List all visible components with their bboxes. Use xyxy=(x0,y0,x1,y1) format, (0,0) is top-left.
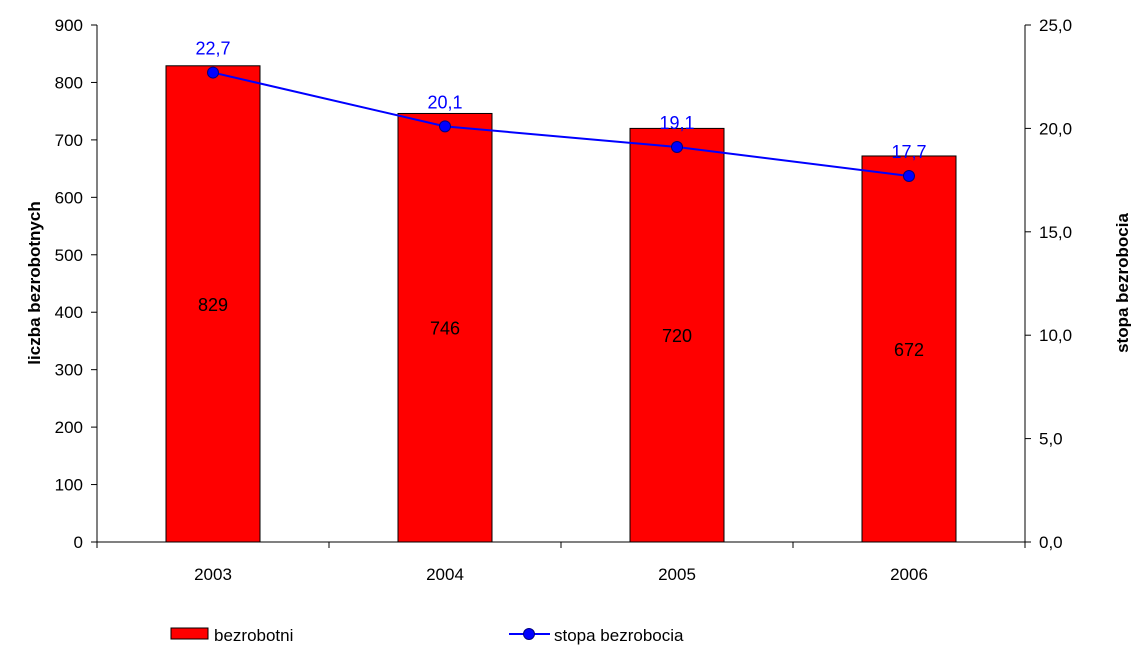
y-left-tick-label: 100 xyxy=(55,476,83,495)
legend-swatch-bezrobotni xyxy=(170,627,209,640)
y-left-tick-label: 300 xyxy=(55,361,83,380)
legend: bezrobotni stopa bezrobocia xyxy=(170,626,684,645)
x-tick-label-2005: 2005 xyxy=(658,565,696,584)
bar-2005 xyxy=(629,127,725,543)
stopa-value-label-2003: 22,7 xyxy=(195,39,230,59)
axes-layer: 0 100 200 300 400 500 600 700 800 900 0,0 5,0 10,0 15… xyxy=(55,16,1072,584)
y-left-tick-label: 900 xyxy=(55,16,83,35)
bar-value-label-2003: 829 xyxy=(198,295,228,315)
bars-layer: 829 746 720 672 xyxy=(165,65,957,543)
y-left-tick-label: 800 xyxy=(55,73,83,92)
bar-value-label-2004: 746 xyxy=(430,319,460,339)
x-tick-label-2006: 2006 xyxy=(890,565,928,584)
y-left-tick-label: 400 xyxy=(55,303,83,322)
y-left-axis-title: liczba bezrobotnych xyxy=(25,201,44,364)
y-right-tick-label: 0,0 xyxy=(1039,533,1063,552)
bar-2006 xyxy=(861,155,957,543)
line-layer: 22,7 20,1 19,1 17,7 xyxy=(195,39,927,182)
stopa-point-2005 xyxy=(671,141,683,154)
y-right-tick-label: 15,0 xyxy=(1039,223,1072,242)
y-right-tick-label: 25,0 xyxy=(1039,16,1072,35)
y-left-tick-label: 700 xyxy=(55,131,83,150)
y-right-tick-label: 5,0 xyxy=(1039,430,1063,449)
stopa-point-2004 xyxy=(439,120,451,133)
y-left-tick-label: 600 xyxy=(55,188,83,207)
stopa-point-2006 xyxy=(903,169,915,182)
bar-value-label-2006: 672 xyxy=(894,340,924,360)
bar-2003 xyxy=(165,65,261,543)
legend-label-bezrobotni: bezrobotni xyxy=(214,626,293,645)
y-right-tick-label: 10,0 xyxy=(1039,326,1072,345)
y-right-tick-label: 20,0 xyxy=(1039,119,1072,138)
y-left-tick-label: 200 xyxy=(55,418,83,437)
legend-label-stopa-bezrobocia: stopa bezrobocia xyxy=(554,626,684,645)
x-tick-label-2003: 2003 xyxy=(194,565,232,584)
legend-swatch-stopa-marker xyxy=(523,628,535,640)
stopa-value-label-2004: 20,1 xyxy=(427,92,462,112)
y-left-tick-label: 500 xyxy=(55,246,83,265)
bar-value-label-2005: 720 xyxy=(662,326,692,346)
stopa-value-label-2006: 17,7 xyxy=(891,142,926,162)
y-right-axis-title: stopa bezrobocia xyxy=(1113,213,1131,353)
stopa-point-2003 xyxy=(207,66,219,79)
stopa-value-label-2005: 19,1 xyxy=(659,113,694,133)
y-left-tick-label: 0 xyxy=(74,533,83,552)
x-tick-label-2004: 2004 xyxy=(426,565,464,584)
stopa-bezrobocia-line xyxy=(212,71,910,177)
